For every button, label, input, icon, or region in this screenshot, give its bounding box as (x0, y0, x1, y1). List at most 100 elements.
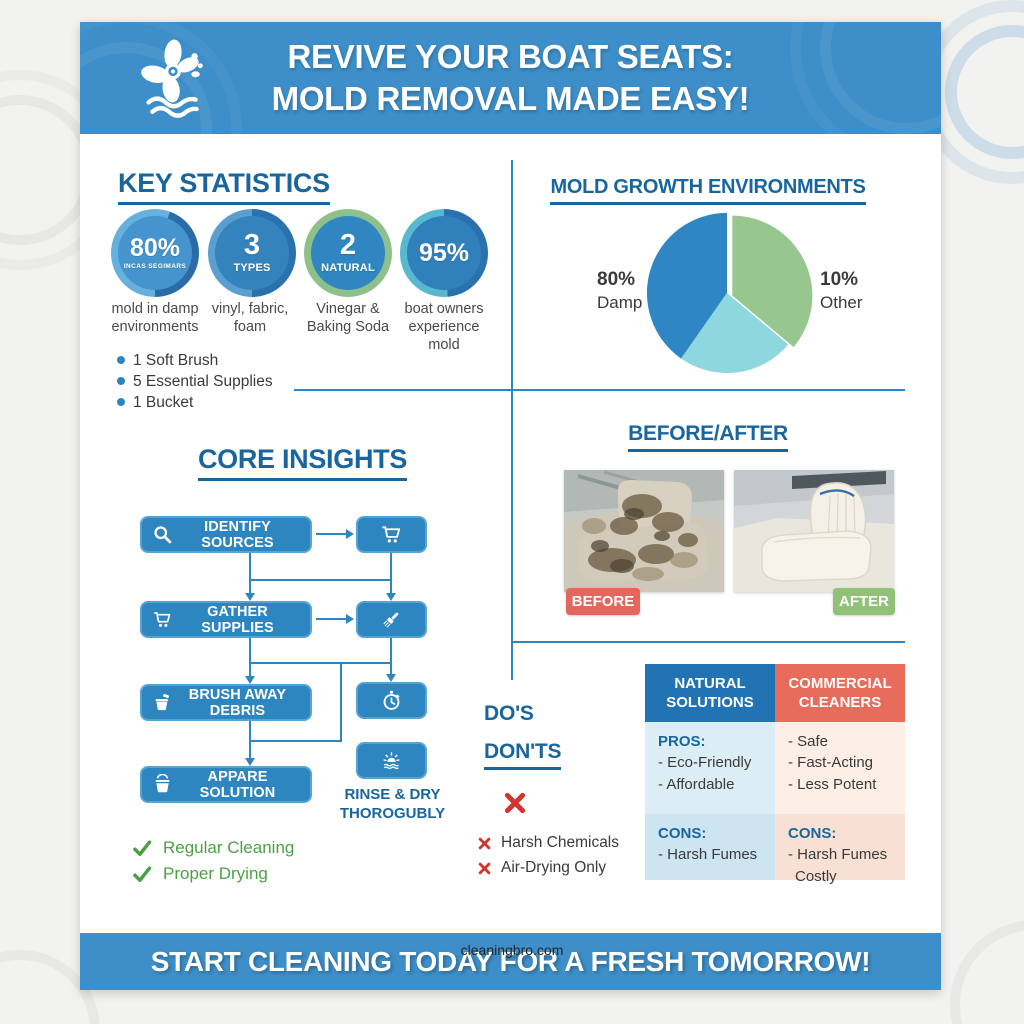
flow-arrow-head (386, 593, 396, 601)
step-brush-away-debris: BRUSH AWAY DEBRIS (140, 684, 312, 721)
comparison-table: NATURAL SOLUTIONS COMMERCIAL CLEANERS PR… (645, 664, 905, 885)
do-item: Proper Drying (132, 864, 268, 884)
bucket-icon (155, 774, 170, 793)
bullet-dot (117, 398, 125, 406)
column-header-natural: NATURAL SOLUTIONS (645, 664, 775, 722)
divider-horizontal-1 (294, 389, 905, 391)
key-statistics-title: KEY STATISTICS (118, 168, 330, 205)
natural-cons-cell: CONS: - Harsh Fumes (645, 814, 775, 880)
supply-item: 1 Bucket (133, 394, 194, 411)
pros-item: - Affordable (658, 775, 735, 793)
step-icon-brush (356, 601, 427, 638)
flow-arrow-head (245, 676, 255, 684)
pros-item: - Less Potent (788, 775, 877, 793)
cons-item: - Harsh Fumes (658, 846, 758, 864)
step-identify-sources: IDENTIFY SOURCES (140, 516, 312, 553)
before-photo (564, 470, 724, 592)
stat-caption: vinyl, fabric, foam (211, 301, 289, 336)
pie-label-damp: 80% Damp (597, 269, 643, 312)
page-title-line2: MOLD REMOVAL MADE EASY! (271, 80, 750, 118)
footer-band: START CLEANING TODAY FOR A FRESH TOMORRO… (80, 933, 941, 990)
stat-caption: mold in damp environments (111, 301, 199, 336)
stat-caption: boat owners experience mold (404, 301, 484, 354)
x-icon (478, 862, 491, 874)
stat-caption: Vinegar & Baking Soda (306, 301, 390, 336)
pros-item: - Safe (788, 733, 829, 750)
stat-value: 80% (129, 233, 181, 262)
cart-icon (154, 612, 171, 627)
stat-circle-2-natural: 2 NATURAL (304, 209, 392, 297)
divider-horizontal-2 (511, 641, 905, 643)
x-icon (504, 792, 526, 814)
rinse-dry-caption: RINSE & DRY THOROGUBLY (339, 786, 446, 822)
step-label: IDENTIFY SOURCES (201, 518, 274, 551)
mold-growth-title: MOLD GROWTH ENVIRONMENTS (550, 176, 866, 205)
flow-connector (390, 553, 392, 593)
flow-connector (249, 662, 392, 664)
step-apply-solution: APPARE SOLUTION (140, 766, 312, 803)
stat-circle-3-types: 3 TYPES (208, 209, 296, 297)
cons-item: Costly (795, 867, 837, 885)
supply-item: 1 Soft Brush (133, 352, 219, 369)
after-photo (734, 470, 894, 592)
do-item: Regular Cleaning (132, 838, 294, 858)
flow-connector (249, 721, 251, 758)
pie-label-other: 10% Other (820, 269, 863, 312)
stat-circle-80: 80% INCAS SEGIMARS (111, 209, 199, 297)
x-icon (478, 837, 491, 849)
flow-arrow-head (346, 614, 354, 624)
cart-icon (382, 526, 401, 543)
bucket-brush-icon (155, 694, 169, 711)
stopwatch-icon (383, 690, 400, 710)
flow-arrow-head (245, 593, 255, 601)
donts-title: DON'TS (484, 740, 561, 770)
brush-icon (383, 612, 399, 628)
watermark: cleaningbro.com (460, 942, 564, 958)
page-title-line1: REVIVE YOUR BOAT SEATS: (287, 38, 734, 75)
flow-connector (249, 579, 392, 581)
sun-waves-icon (383, 752, 400, 770)
stat-subvalue: INCAS SEGIMARS (123, 262, 187, 270)
before-badge: BEFORE (566, 588, 640, 615)
supply-item: 5 Essential Supplies (133, 373, 273, 390)
step-label: GATHER SUPPLIES (201, 603, 274, 636)
step-icon-cart (356, 516, 427, 553)
commercial-cons-cell: CONS: - Harsh Fumes Costly (775, 814, 905, 885)
flow-connector (390, 638, 392, 674)
stat-circle-95: 95% (400, 209, 488, 297)
flow-arrow-line (316, 618, 346, 620)
stat-value: 95% (418, 238, 470, 267)
search-icon (154, 526, 172, 544)
flow-arrow-head (386, 674, 396, 682)
dont-item: Harsh Chemicals (477, 834, 619, 852)
pros-item: - Eco-Friendly (658, 754, 752, 772)
mold-growth-pie-chart (646, 212, 813, 374)
before-after-title: BEFORE/AFTER (628, 422, 788, 452)
flow-arrow-line (316, 533, 346, 535)
column-header-commercial: COMMERCIAL CLEANERS (775, 664, 905, 722)
cons-item: - Harsh Fumes (788, 846, 888, 864)
step-icon-sun-waves (356, 742, 427, 779)
flow-arrow-head (245, 758, 255, 766)
after-badge: AFTER (833, 588, 895, 615)
dos-title: DO'S (484, 702, 534, 725)
step-label: APPARE SOLUTION (199, 768, 276, 801)
flow-connector (249, 638, 251, 676)
flow-connector (340, 663, 342, 741)
check-icon (133, 840, 152, 856)
stat-subvalue: NATURAL (321, 261, 375, 274)
commercial-pros-cell: - Safe - Fast-Acting - Less Potent (775, 722, 905, 814)
propeller-waves-icon (141, 39, 203, 118)
bullet-dot (117, 377, 125, 385)
core-insights-title: CORE INSIGHTS (197, 444, 407, 481)
stat-value: 2 (339, 228, 357, 261)
footer-title: START CLEANING TODAY FOR A FRESH TOMORRO… (150, 946, 871, 977)
stat-value: 3 (243, 228, 261, 261)
natural-pros-cell: PROS: - Eco-Friendly - Affordable (645, 722, 775, 814)
check-icon (133, 866, 152, 882)
bullet-dot (117, 356, 125, 364)
step-gather-supplies: GATHER SUPPLIES (140, 601, 312, 638)
step-label: BRUSH AWAY DEBRIS (188, 686, 287, 719)
step-icon-stopwatch (356, 682, 427, 719)
